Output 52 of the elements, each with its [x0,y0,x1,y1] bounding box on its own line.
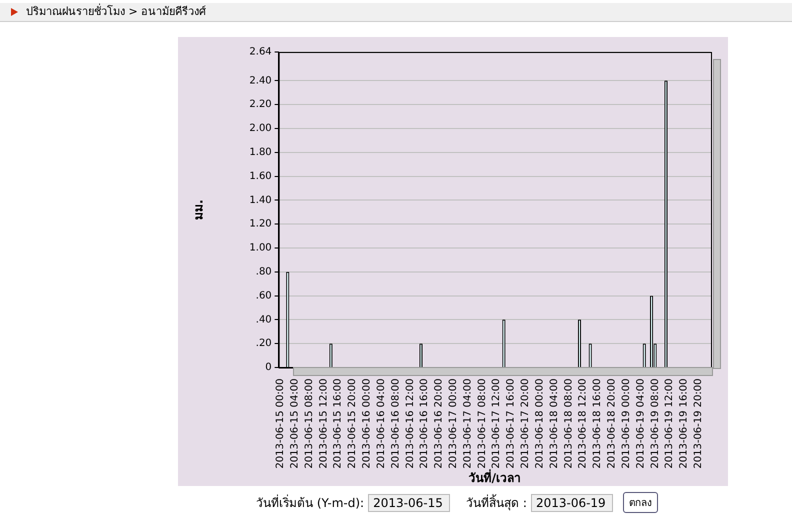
text: 2013-06-19 [530,494,613,512]
y-tick-label: 2.40 [249,75,272,86]
x-tick-label: 2013-06-18 04:00 [548,378,560,469]
y-tick-label: 2.20 [249,99,272,110]
y-tick-label: 1.00 [249,242,272,254]
x-tick-label: 2013-06-16 04:00 [376,378,387,469]
x-tick-label: 2013-06-16 20:00 [434,378,445,469]
x-tick-label: 2013-06-15 12:00 [318,378,330,469]
y-tick-label: 2.00 [249,123,272,134]
x-tick-label: 2013-06-16 12:00 [404,378,416,469]
x-tick-label: 2013-06-17 04:00 [462,378,474,469]
x-tick-label: 2013-06-18 20:00 [606,378,618,469]
text: วันที่สิ้นสุด : [466,493,527,512]
x-tick-label: 2013-06-16 08:00 [390,378,402,469]
y-tick-label: 1.60 [249,170,272,182]
x-tick-label: 2013-06-15 00:00 [275,378,286,469]
x-tick-label: 2013-06-19 04:00 [635,378,646,469]
x-tick-label: 2013-06-15 04:00 [289,378,300,469]
x-axis-title: วันที่/เวลา [468,468,522,485]
x-tick-label: 2013-06-19 16:00 [678,378,690,469]
x-tick-label: 2013-06-18 00:00 [534,378,546,469]
x-tick-label: 2013-06-18 16:00 [592,378,604,469]
x-tick-label: 2013-06-17 12:00 [491,378,502,469]
x-tick-label: 2013-06-17 16:00 [506,378,517,469]
y-tick-label: 1.80 [249,146,272,158]
x-tick-label: 2013-06-19 08:00 [650,378,661,469]
y-tick-label: .60 [256,290,272,302]
x-tick-label: 2013-06-16 16:00 [419,378,430,469]
text: ปริมาณฝนรายชั่วโมง > อนามัยคีรีวงศ์ [26,3,206,20]
x-tick-label: 2013-06-15 20:00 [347,378,358,469]
y-tick-label: .40 [256,314,272,326]
text: ตกลง [622,492,658,513]
x-tick-label: 2013-06-17 00:00 [448,378,459,469]
x-tick-label: 2013-06-15 16:00 [332,378,344,469]
x-tick-label: 2013-06-19 12:00 [664,378,676,469]
y-tick-label: 0 [265,362,272,374]
y-tick-label: .80 [256,266,272,278]
y-tick-label: 1.20 [249,218,272,230]
y-tick-label: 1.40 [249,194,272,206]
text: วันที่เริ่มต้น (Y-m-d): [256,494,364,512]
x-tick-label: 2013-06-15 08:00 [304,378,315,469]
x-tick-label: 2013-06-17 08:00 [476,378,488,469]
x-tick-label: 2013-06-18 08:00 [563,378,574,469]
x-tick-label: 2013-06-16 00:00 [362,378,373,469]
x-tick-label: 2013-06-19 00:00 [620,378,632,469]
x-tick-label: 2013-06-19 20:00 [692,378,704,469]
x-tick-label: 2013-06-18 12:00 [578,378,589,469]
y-tick-label: 2.64 [249,46,272,58]
y-tick-label: .20 [256,338,272,350]
text: 2013-06-15 [368,494,450,512]
y-axis-title: มม. [191,199,206,220]
x-tick-label: 2013-06-17 20:00 [520,378,532,469]
